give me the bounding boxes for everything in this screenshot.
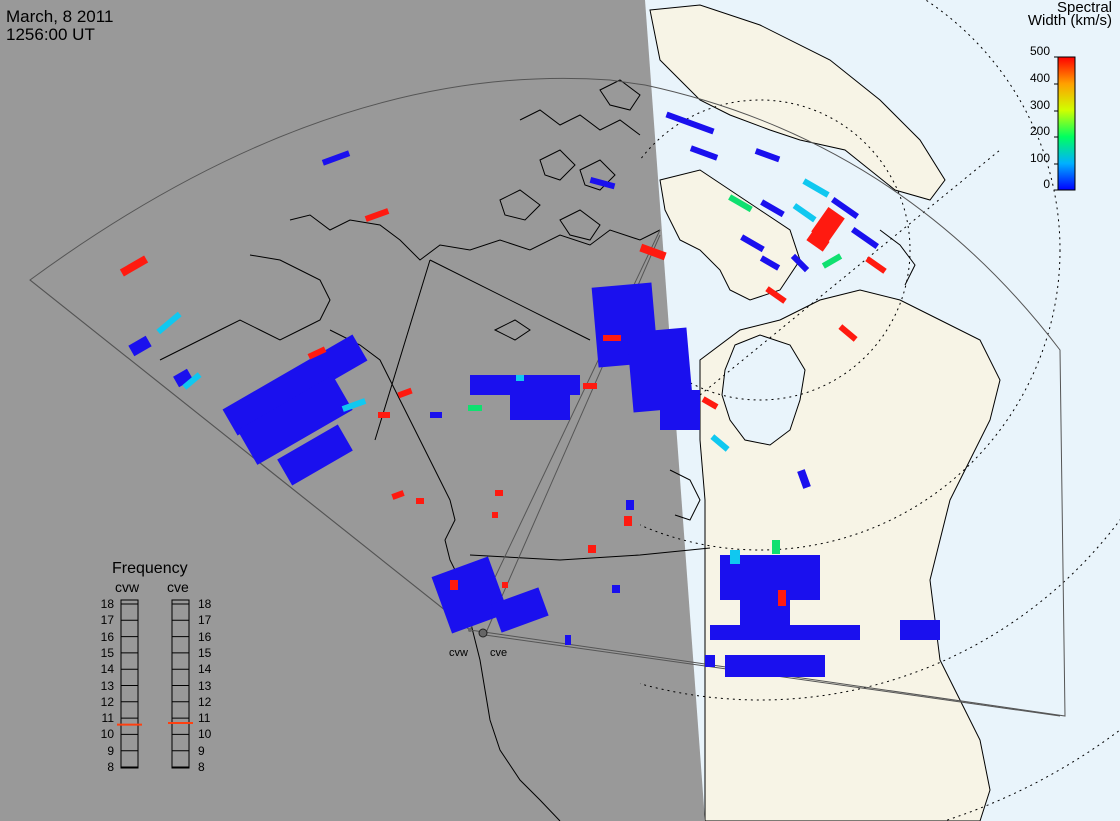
cvw-tick-label: 8 [107,760,114,774]
cvw-tick-label: 15 [100,645,114,660]
cve-tick-label: 13 [198,678,212,693]
radar-sites [468,628,488,638]
colorbar-title-line1: Spectral [1056,0,1112,16]
cve-tick-label: 15 [198,645,212,660]
colorbar-tick-label: 0 [1043,177,1050,191]
cvw-tick-label: 18 [100,597,114,611]
cve-tick-label: 10 [198,727,212,742]
cve-scale-label: cve [167,579,189,595]
fov-outline [29,77,1066,717]
cvw-tick-label: 17 [100,613,114,628]
borders [374,259,711,561]
scatter-green [468,194,843,554]
time-label: 1256:00 UT [6,25,95,44]
colorbar-tick-label: 200 [1029,124,1050,138]
cvw-scale-label: cvw [115,579,140,595]
cvw-tick-label: 10 [100,727,114,742]
frequency-scales [120,599,190,769]
cve-tick-label: 12 [198,694,212,709]
cvw-tick-label: 12 [100,694,114,709]
colorbar-ticks [1054,56,1058,191]
cvw-tick-label: 16 [100,629,114,644]
cve-tick-label: 9 [198,743,205,758]
radar-site-label-cve: cve [490,647,508,659]
scatter-red [119,206,887,606]
cve-tick-label: 17 [198,613,212,628]
cve-tick-label: 16 [198,629,212,644]
colorbar-tick-label: 100 [1029,151,1050,165]
cvw-tick-label: 14 [100,662,114,677]
scatter-cyan [156,178,830,564]
cvw-tick-label: 9 [107,743,114,758]
cve-tick-label: 11 [198,711,211,726]
cve-tick-label: 8 [198,760,205,774]
colorbar-tick-label: 300 [1029,98,1050,112]
colorbar [1057,56,1076,191]
frequency-panel-title: Frequency [112,560,188,577]
hudson-bay [721,334,806,446]
radar-site-label-cvw: cvw [449,647,468,659]
cve-tick-label: 18 [198,597,212,611]
colorbar-tick-label: 400 [1029,71,1050,85]
colorbar-title-line2: Width (km/s) [1027,12,1112,29]
date-label: March, 8 2011 [6,7,114,26]
cvw-tick-label: 11 [101,711,114,726]
cve-tick-label: 14 [198,662,212,677]
scatter-blue [128,111,940,677]
latitude-grid [640,0,1120,821]
colorbar-tick-label: 500 [1029,44,1050,58]
cvw-tick-label: 13 [100,678,114,693]
frequency-scale-ticks [121,603,189,768]
